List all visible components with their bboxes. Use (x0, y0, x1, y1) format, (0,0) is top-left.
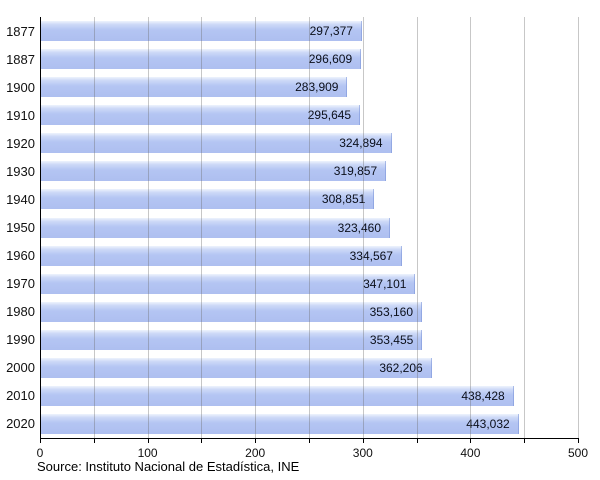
bar: 283,909 (41, 77, 348, 98)
bar-value-label: 323,460 (337, 220, 382, 235)
bar-value-label: 362,206 (379, 360, 423, 375)
gridline (201, 17, 203, 438)
bar: 308,851 (41, 189, 375, 210)
bar-value-label: 308,851 (321, 192, 366, 207)
gridline (362, 17, 364, 438)
y-axis-line (40, 17, 41, 439)
bar: 297,377 (41, 21, 362, 42)
category-label: 1930 (6, 163, 35, 179)
bar-value-label: 443,032 (466, 416, 510, 431)
category-label: 1920 (6, 135, 35, 151)
gridline (524, 17, 526, 438)
x-axis-tick (578, 439, 579, 443)
gridline (93, 17, 95, 438)
bar-value-label: 297,377 (309, 24, 353, 39)
bar: 443,032 (41, 413, 519, 434)
bar-value-label: 324,894 (339, 136, 383, 151)
category-label: 1887 (6, 51, 35, 67)
x-axis-tick (309, 439, 310, 443)
category-label: 1910 (6, 107, 35, 123)
bar: 319,857 (41, 161, 387, 182)
x-axis-tick (201, 439, 203, 443)
bar-value-label: 283,909 (295, 80, 339, 95)
category-label: 1900 (6, 79, 35, 95)
gridline (309, 17, 310, 438)
category-label: 1877 (6, 23, 35, 39)
x-axis-tick (147, 439, 149, 443)
plot-area: 297,377 296,609 283,909 295,645 324,894 319,8… (41, 17, 579, 438)
bar-value-label: 438,428 (461, 388, 505, 403)
bar: 362,206 (41, 357, 432, 378)
bar: 353,455 (41, 329, 423, 350)
bar: 347,101 (41, 273, 416, 294)
category-label: 1960 (6, 248, 35, 264)
x-axis-tick (255, 439, 257, 443)
x-axis-tick-label: 400 (460, 446, 481, 460)
bar-value-label: 353,455 (369, 332, 414, 347)
x-axis-tick (416, 439, 418, 443)
bar: 324,894 (41, 133, 392, 154)
category-label: 1980 (6, 304, 35, 320)
bar-value-label: 334,567 (349, 248, 393, 263)
bar-value-label: 347,101 (363, 276, 407, 291)
bar-value-label: 296,609 (308, 52, 353, 67)
bar-value-label: 353,160 (369, 304, 413, 319)
x-axis-tick (40, 439, 41, 443)
category-label: 1940 (6, 191, 35, 207)
x-axis-tick-label: 500 (567, 446, 589, 460)
bar-value-label: 319,857 (333, 164, 378, 179)
bar: 353,160 (41, 301, 422, 322)
x-axis-tick-label: 100 (137, 446, 158, 460)
x-axis-tick (524, 439, 526, 443)
bar: 334,567 (41, 245, 402, 266)
category-label: 2000 (6, 360, 35, 376)
bar: 295,645 (41, 105, 361, 126)
x-axis-line (40, 438, 579, 439)
bar-value-label: 295,645 (307, 108, 352, 123)
bar: 323,460 (41, 217, 391, 238)
x-axis-tick (470, 439, 472, 443)
x-axis-tick (93, 439, 95, 443)
gridline (416, 17, 418, 438)
x-axis-tick (362, 439, 364, 443)
gridline (578, 17, 579, 438)
category-label: 2020 (6, 416, 35, 432)
bar: 296,609 (41, 49, 362, 70)
category-label: 2010 (6, 388, 35, 404)
gridline (470, 17, 472, 438)
category-label: 1950 (6, 220, 35, 235)
category-label: 1990 (6, 332, 35, 348)
x-axis-tick-label: 300 (352, 446, 373, 460)
gridline (255, 17, 257, 438)
bar: 438,428 (41, 385, 514, 406)
x-axis-tick-label: 200 (245, 446, 266, 460)
gridline (147, 17, 149, 438)
x-axis-tick-label: 0 (36, 446, 44, 460)
category-label: 1970 (6, 276, 35, 292)
source-caption: Source: Instituto Nacional de Estadístic… (37, 459, 300, 474)
